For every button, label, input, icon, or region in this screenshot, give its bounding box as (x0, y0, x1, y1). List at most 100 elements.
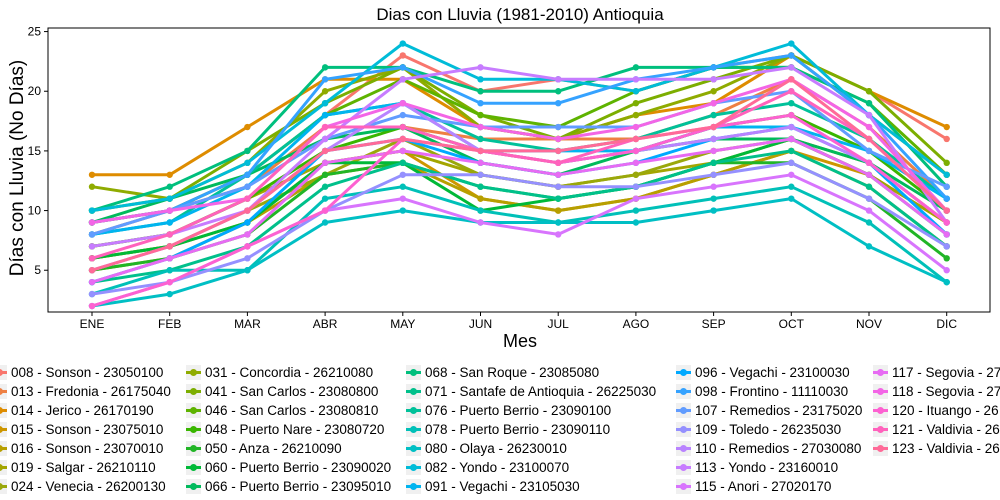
data-point (632, 111, 640, 119)
legend-label: 098 - Frontino - 11110030 (695, 384, 849, 399)
data-point (710, 207, 717, 214)
legend-key (873, 441, 888, 456)
data-point (321, 99, 329, 107)
data-point (399, 64, 406, 71)
legend-key (186, 441, 201, 456)
data-point (865, 111, 873, 119)
data-point (865, 219, 873, 226)
data-point (555, 231, 562, 238)
data-point (244, 171, 251, 178)
chart-title: Dias con Lluvia (1981-2010) Antioquia (376, 5, 664, 24)
data-point (555, 99, 562, 107)
data-point (88, 207, 96, 214)
data-point (477, 123, 484, 131)
legend-item: 046 - San Carlos - 23080810 (186, 401, 378, 420)
legend-label: 120 - Ituango - 26 (892, 403, 999, 418)
data-point (244, 195, 251, 202)
data-point (399, 99, 406, 107)
data-point (477, 219, 484, 226)
data-point (632, 99, 640, 107)
rain-days-chart: Dias con Lluvia (1981-2010) Antioquia Dí… (7, 5, 991, 351)
legend-label: 096 - Vegachi - 23100030 (695, 365, 850, 380)
x-tick-label-ago: AGO (623, 317, 650, 331)
y-tick-label: 25 (28, 25, 42, 39)
legend-item: 076 - Puerto Berrio - 23090100 (406, 401, 611, 420)
data-point (399, 123, 406, 131)
data-point (88, 183, 96, 190)
legend-key (186, 365, 201, 380)
data-point (399, 52, 406, 59)
legend-key (186, 460, 201, 475)
x-tick-label-dic: DIC (936, 317, 957, 331)
legend-label: 118 - Segovia - 27 (892, 384, 1000, 399)
data-point (710, 99, 717, 107)
data-point (244, 159, 251, 167)
data-point (943, 255, 950, 262)
legend-label: 008 - Sonson - 23050100 (11, 365, 164, 380)
series-line (91, 77, 948, 224)
data-point (632, 88, 640, 95)
data-point (865, 135, 873, 143)
data-point (477, 111, 484, 119)
data-point (477, 88, 484, 95)
legend-label: 076 - Puerto Berrio - 23090100 (425, 403, 612, 418)
legend-item: 123 - Valdivia - 26 (873, 439, 1000, 458)
legend-label: 013 - Fredonia - 26175040 (11, 384, 171, 399)
y-tick-label: 10 (28, 204, 42, 218)
data-point (865, 159, 873, 167)
data-point (632, 147, 640, 155)
legend-item: 060 - Puerto Berrio - 23090020 (186, 458, 391, 477)
legend-label: 031 - Concordia - 26210080 (205, 365, 374, 380)
data-point (943, 171, 950, 178)
legend-label: 041 - San Carlos - 23080800 (205, 384, 379, 399)
data-point (244, 231, 251, 238)
legend-item: 041 - San Carlos - 23080800 (186, 382, 378, 401)
series-line (91, 65, 948, 248)
data-point (943, 243, 950, 250)
legend-label: 113 - Yondo - 23160010 (695, 460, 839, 475)
legend-key (0, 460, 7, 475)
data-point (788, 195, 795, 202)
data-point (632, 195, 640, 202)
legend-item: 113 - Yondo - 23160010 (676, 458, 838, 477)
data-point (632, 219, 640, 226)
legend-item: 013 - Fredonia - 26175040 (0, 382, 171, 401)
legend-item: 071 - Santafe de Antioquia - 26225030 (406, 382, 656, 401)
data-point (477, 207, 484, 214)
legend-label: 060 - Puerto Berrio - 23090020 (205, 460, 392, 475)
data-point (477, 147, 484, 155)
data-point (88, 267, 96, 274)
legend-item: 068 - San Roque - 23085080 (406, 363, 599, 382)
legend-key (0, 365, 7, 380)
data-point (166, 267, 173, 274)
data-point (710, 159, 717, 167)
series-28 (88, 135, 950, 286)
y-axis: 5 10 15 20 25 (28, 25, 48, 277)
legend-label: 015 - Sonson - 23075010 (11, 422, 164, 437)
legend-item: 118 - Segovia - 27 (873, 382, 1000, 401)
x-axis-label: Mes (503, 331, 537, 351)
x-tick-label-jun: JUN (469, 317, 492, 331)
data-point (477, 99, 484, 107)
x-tick-label-sep: SEP (702, 317, 726, 331)
legend-key (873, 403, 888, 418)
data-point (88, 278, 96, 286)
data-point (555, 195, 562, 202)
data-point (244, 147, 251, 155)
data-point (865, 123, 873, 131)
data-point (88, 290, 96, 298)
legend-item: 109 - Toledo - 26235030 (676, 420, 841, 439)
data-point (943, 159, 950, 167)
data-point (555, 88, 562, 95)
data-point (865, 88, 873, 95)
x-tick-label-feb: FEB (158, 317, 181, 331)
data-point (244, 219, 251, 226)
data-point (943, 195, 950, 202)
data-point (943, 183, 950, 190)
y-tick-label: 5 (34, 263, 41, 277)
data-point (555, 159, 562, 167)
legend-key (406, 365, 421, 380)
data-point (399, 171, 406, 178)
series-line (91, 89, 948, 236)
data-point (555, 183, 562, 190)
